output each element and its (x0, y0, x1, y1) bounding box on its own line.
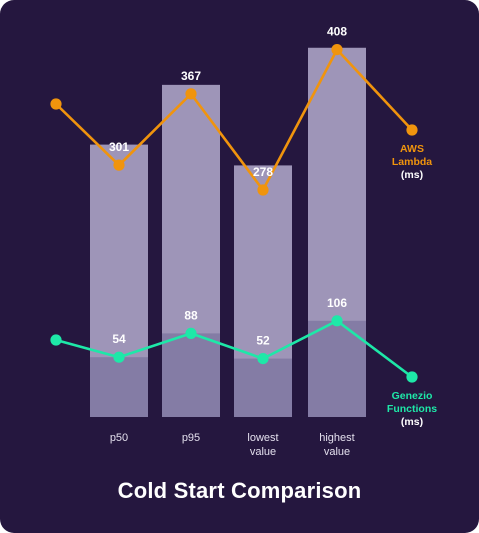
data-label-1-0: 54 (112, 332, 126, 346)
series-point-1-2 (185, 327, 197, 339)
legend-name-1-1: Functions (387, 403, 437, 415)
series-point-0-5 (406, 124, 418, 136)
data-label-0-3: 408 (327, 25, 347, 39)
bar-inner-2 (234, 358, 292, 417)
series-point-0-0 (50, 98, 62, 110)
category-label-3-0: highest (319, 432, 354, 444)
category-label-2-0: lowest (247, 432, 278, 444)
series-point-0-2 (185, 88, 197, 100)
legend-unit-0: (ms) (401, 169, 423, 181)
legend-name-0-1: Lambda (392, 156, 432, 168)
legend-unit-1: (ms) (401, 416, 423, 428)
legend-name-0-0: AWS (400, 143, 424, 155)
series-point-1-5 (406, 371, 418, 383)
data-label-1-2: 52 (256, 334, 270, 348)
data-label-0-0: 301 (109, 140, 129, 154)
series-line-0 (55, 48, 413, 192)
series-point-0-4 (331, 44, 343, 56)
data-label-0-1: 367 (181, 69, 201, 83)
data-label-1-3: 106 (327, 296, 347, 310)
category-label-2-1: value (250, 446, 276, 458)
series-point-0-3 (257, 184, 269, 196)
chart-title: Cold Start Comparison (117, 478, 362, 503)
category-label-1-0: p95 (182, 432, 200, 444)
category-label-3-1: value (324, 446, 350, 458)
data-label-0-2: 278 (253, 165, 273, 179)
series-point-1-4 (331, 315, 343, 327)
legend-name-1-0: Genezio (392, 390, 433, 402)
series-point-1-1 (113, 351, 125, 363)
series-line-1 (55, 319, 413, 379)
series-point-0-1 (113, 159, 125, 171)
bar-inner-0 (90, 357, 148, 417)
series-point-1-0 (50, 334, 62, 346)
series-point-1-3 (257, 353, 269, 365)
bar-inner-1 (162, 333, 220, 417)
category-label-0-0: p50 (110, 432, 128, 444)
data-label-1-1: 88 (184, 308, 198, 322)
